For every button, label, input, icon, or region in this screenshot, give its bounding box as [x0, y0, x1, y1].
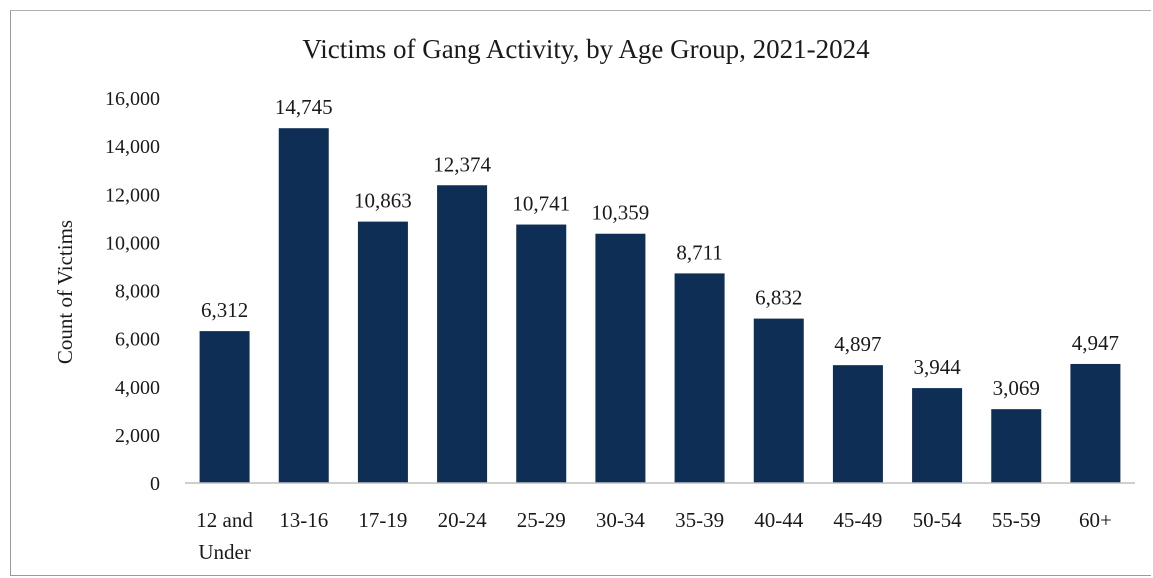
- x-category-label: 35-39: [675, 508, 724, 532]
- bar: [991, 409, 1042, 483]
- x-category-label: 30-34: [596, 508, 645, 532]
- bar: [1070, 363, 1121, 483]
- y-tick-label: 4,000: [115, 377, 160, 399]
- bar: [832, 365, 883, 483]
- x-axis-labels: 12 and Under 13-16 17-19 20-24 25-29 30-34 35-3…: [196, 508, 1112, 564]
- bar-value-label: 6,832: [755, 286, 802, 310]
- y-tick-label: 2,000: [115, 425, 160, 447]
- bar-value-label: 10,863: [354, 189, 412, 213]
- bar-value-label: 12,374: [433, 152, 491, 176]
- y-tick-label: 10,000: [105, 232, 160, 254]
- y-tick-label: 6,000: [115, 329, 160, 351]
- bar-value-label: 4,897: [834, 332, 881, 356]
- y-tick-label: 14,000: [105, 136, 160, 158]
- x-category-label: Under: [198, 540, 250, 564]
- bars-group: [199, 128, 1121, 484]
- y-tick-label: 0: [150, 473, 160, 495]
- y-tick-label: 16,000: [105, 88, 160, 110]
- y-axis-ticks: 0 2,000 4,000 6,000 8,000 10,000 12,000 14,000 1…: [105, 88, 160, 495]
- bar: [199, 331, 250, 483]
- x-category-label: 12 and: [196, 508, 253, 532]
- y-tick-label: 12,000: [105, 184, 160, 206]
- bar: [753, 318, 804, 483]
- bar: [674, 273, 725, 483]
- bar-value-label: 14,745: [275, 95, 333, 119]
- x-category-label: 55-59: [992, 508, 1041, 532]
- y-axis-title: Count of Victims: [53, 220, 77, 364]
- bar-value-label: 4,947: [1072, 331, 1119, 355]
- bar-value-label: 10,741: [512, 192, 570, 216]
- chart-title: Victims of Gang Activity, by Age Group, …: [302, 34, 870, 64]
- bar-value-label: 3,069: [993, 376, 1040, 400]
- x-category-label: 40-44: [754, 508, 803, 532]
- bar: [357, 221, 408, 483]
- bar-value-label: 6,312: [201, 298, 248, 322]
- y-tick-label: 8,000: [115, 281, 160, 303]
- bar: [516, 224, 567, 484]
- bar-value-label: 8,711: [676, 240, 722, 264]
- bar-value-label: 10,359: [592, 201, 650, 225]
- x-category-label: 20-24: [438, 508, 487, 532]
- bar: [595, 233, 646, 483]
- x-category-label: 45-49: [833, 508, 882, 532]
- bar: [437, 185, 488, 484]
- x-category-label: 13-16: [279, 508, 328, 532]
- bar: [278, 128, 329, 484]
- x-category-label: 50-54: [913, 508, 962, 532]
- x-category-label: 25-29: [517, 508, 566, 532]
- bar-value-label: 3,944: [913, 355, 961, 379]
- x-category-label: 60+: [1079, 508, 1112, 532]
- bar: [912, 388, 963, 483]
- data-labels-group: 6,312 14,745 10,863 12,374 10,741 10,359 8,711…: [201, 95, 1119, 400]
- x-category-label: 17-19: [358, 508, 407, 532]
